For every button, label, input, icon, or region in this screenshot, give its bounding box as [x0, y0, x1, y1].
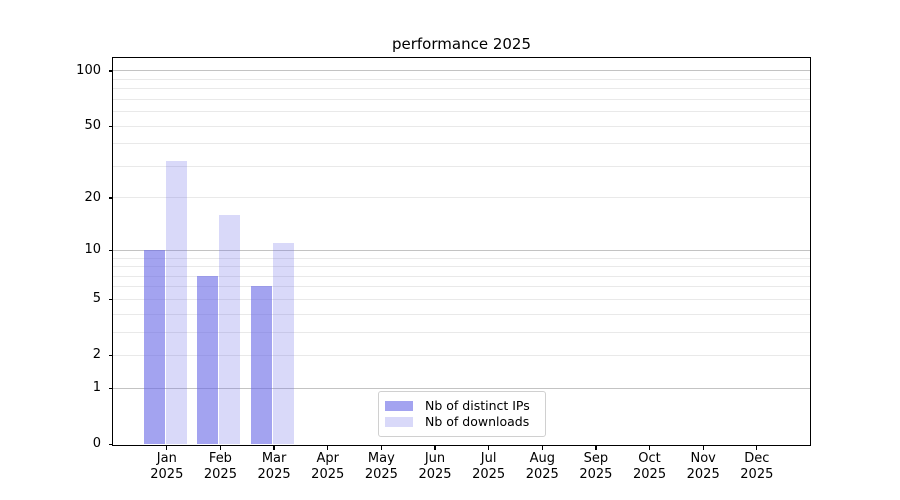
y-tick-mark-10	[108, 249, 112, 251]
x-tick-label-jun: Jun 2025	[418, 451, 452, 482]
x-tick-mark-nov	[702, 446, 704, 450]
y-tick-mark-20	[108, 197, 112, 199]
downloads-bar-mar	[273, 242, 295, 444]
distinct-ips-bar-jan	[143, 249, 165, 444]
plot-area	[112, 57, 811, 446]
y-tick-mark-100	[108, 70, 112, 72]
distinct-ips-bar-feb	[197, 275, 219, 444]
legend-item-downloads: Nb of downloads	[385, 414, 535, 430]
gridline-90	[113, 78, 810, 80]
gridline-9	[113, 257, 810, 259]
legend-item-distinct-ips: Nb of distinct IPs	[385, 398, 535, 414]
gridline-100	[113, 70, 810, 72]
gridline-40	[113, 143, 810, 145]
gridline-2	[113, 354, 810, 356]
x-tick-mark-mar	[273, 446, 275, 450]
gridline-1	[113, 387, 810, 389]
legend: Nb of distinct IPs Nb of downloads	[378, 391, 546, 437]
x-tick-label-mar: Mar 2025	[257, 451, 291, 482]
x-tick-label-dec: Dec 2025	[740, 451, 774, 482]
gridline-60	[113, 111, 810, 113]
gridline-3	[113, 331, 810, 333]
x-tick-mark-oct	[648, 446, 651, 450]
gridline-7	[113, 275, 810, 277]
y-tick-mark-50	[108, 125, 112, 127]
x-tick-mark-aug	[541, 446, 543, 450]
y-tick-label-20: 20	[84, 189, 101, 205]
y-tick-label-1: 1	[92, 380, 101, 396]
gridline-8	[113, 266, 810, 268]
x-tick-label-nov: Nov 2025	[686, 451, 720, 482]
x-tick-mark-dec	[756, 446, 758, 450]
x-tick-label-jul: Jul 2025	[472, 451, 506, 482]
gridline-80	[113, 88, 810, 90]
x-tick-label-sep: Sep 2025	[579, 451, 613, 482]
gridline-4	[113, 313, 810, 315]
x-tick-mark-jun	[434, 446, 436, 450]
y-tick-label-100: 100	[76, 62, 101, 78]
gridline-6	[113, 286, 810, 288]
chart-title: performance 2025	[391, 35, 531, 53]
x-tick-mark-apr	[327, 446, 329, 450]
x-tick-mark-feb	[219, 446, 222, 450]
y-tick-label-10: 10	[84, 242, 101, 258]
gridline-5	[113, 298, 810, 300]
x-tick-label-apr: Apr 2025	[311, 451, 345, 482]
gridline-50	[113, 125, 810, 127]
legend-label-distinct-ips: Nb of distinct IPs	[425, 398, 530, 413]
x-tick-mark-jul	[487, 446, 490, 450]
y-tick-mark-1	[108, 387, 112, 389]
x-tick-mark-jan	[166, 446, 168, 450]
legend-swatch-downloads	[385, 417, 413, 427]
y-tick-mark-5	[108, 298, 112, 300]
downloads-bar-feb	[219, 214, 241, 444]
legend-label-downloads: Nb of downloads	[425, 414, 530, 429]
y-tick-label-50: 50	[84, 118, 101, 134]
gridline-70	[113, 98, 810, 100]
y-tick-mark-2	[108, 354, 112, 357]
y-tick-label-0: 0	[92, 436, 101, 452]
gridline-20	[113, 197, 810, 199]
x-tick-label-aug: Aug 2025	[525, 451, 559, 482]
y-tick-mark-0	[108, 443, 112, 445]
legend-swatch-distinct-ips	[385, 401, 413, 411]
x-tick-label-feb: Feb 2025	[203, 451, 237, 482]
x-tick-mark-may	[380, 446, 382, 450]
distinct-ips-bar-mar	[251, 286, 273, 444]
x-tick-label-oct: Oct 2025	[633, 451, 667, 482]
y-tick-label-2: 2	[92, 347, 101, 363]
x-tick-label-jan: Jan 2025	[150, 451, 184, 482]
x-tick-mark-sep	[595, 446, 597, 450]
gridline-10	[113, 249, 810, 251]
x-tick-label-may: May 2025	[364, 451, 398, 482]
gridline-30	[113, 165, 810, 167]
downloads-bar-jan	[165, 160, 187, 444]
y-tick-label-5: 5	[92, 291, 101, 307]
